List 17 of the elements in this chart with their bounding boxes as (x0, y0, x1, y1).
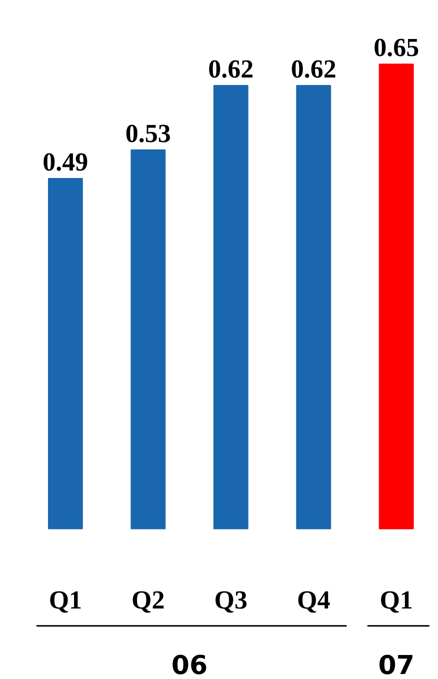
x-tick-label: Q2 (132, 586, 165, 615)
data-label: 0.62 (208, 54, 254, 84)
bar (130, 149, 166, 530)
data-label: 0.49 (42, 147, 88, 176)
text: 06 (171, 650, 208, 679)
bar (296, 85, 332, 530)
bar (48, 178, 83, 530)
data-label: 0.62 (290, 54, 336, 84)
bar (378, 64, 414, 530)
data-label: 0.53 (125, 118, 171, 148)
x-tick-label: Q1 (380, 586, 413, 615)
x-tick-label: Q1 (48, 586, 82, 615)
data-label: 0.65 (374, 33, 420, 62)
bar (213, 85, 248, 530)
text: 07 (378, 650, 414, 679)
x-tick-label: Q4 (296, 586, 330, 615)
x-tick-label: Q3 (214, 586, 248, 615)
